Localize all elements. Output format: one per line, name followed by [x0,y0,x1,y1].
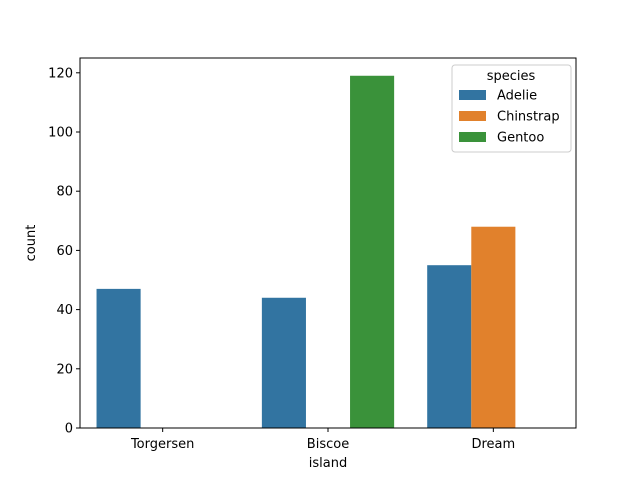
bar-adelie-torgersen [96,288,141,428]
y-tick-label: 20 [56,362,73,377]
y-tick-label: 0 [65,422,73,437]
bar-gentoo-biscoe [350,75,395,428]
y-tick-label: 60 [56,244,73,259]
x-axis-label: island [309,456,347,471]
legend-box [451,64,572,153]
legend-swatch-adelie [459,90,486,100]
legend-label-gentoo: Gentoo [497,131,544,146]
plot-frame [79,57,577,429]
x-tick-label: Torgersen [130,437,194,452]
y-tick-label: 120 [48,66,73,81]
x-axis-ticks: Torgersen Biscoe Dream [130,428,515,452]
legend-label-adelie: Adelie [497,89,537,104]
legend-swatch-chinstrap [459,111,486,121]
y-tick-label: 100 [48,126,73,141]
y-axis-ticks: 0 20 40 60 80 100 120 [48,66,80,437]
legend-swatch-gentoo [459,132,486,142]
y-tick-label: 80 [56,185,73,200]
bar-adelie-biscoe [261,297,306,428]
x-tick-label: Biscoe [307,437,349,452]
bars-layer [96,75,516,428]
bar-adelie-dream [427,265,472,428]
y-tick-label: 40 [56,303,73,318]
legend-title: species [487,69,536,84]
bar-chinstrap-dream [471,226,516,428]
y-axis-label: count [24,225,39,262]
legend: species Adelie Chinstrap Gentoo [451,64,572,153]
x-tick-label: Dream [471,437,515,452]
legend-label-chinstrap: Chinstrap [497,110,560,125]
legend-entries: Adelie Chinstrap Gentoo [459,89,560,146]
